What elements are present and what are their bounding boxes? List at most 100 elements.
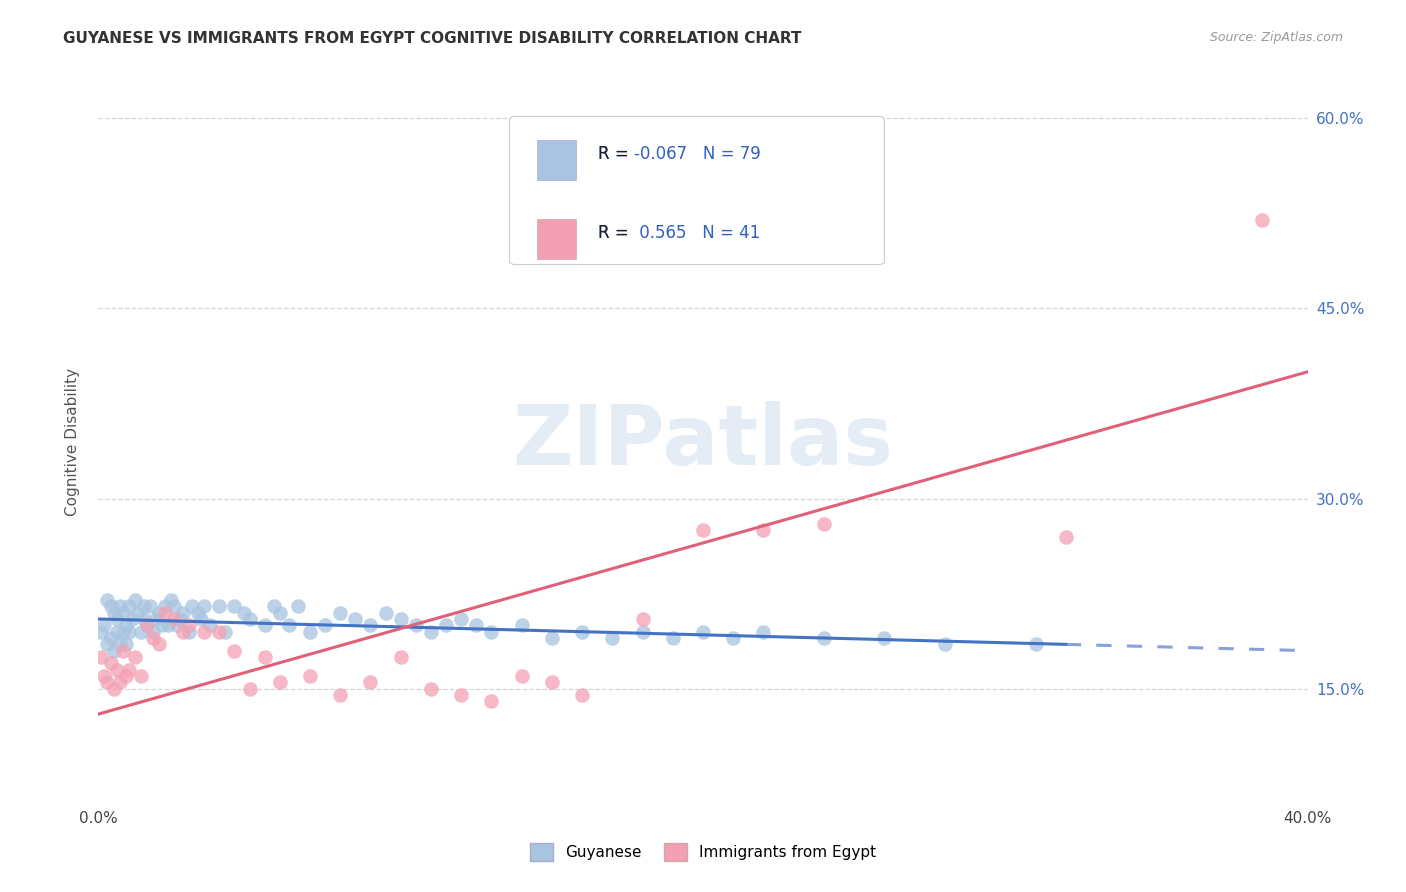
Point xyxy=(329,606,352,620)
Point xyxy=(269,606,291,620)
Point xyxy=(169,612,191,626)
Point xyxy=(156,618,179,632)
Point xyxy=(179,618,201,632)
Point xyxy=(602,631,624,645)
Point xyxy=(239,681,262,696)
Point xyxy=(1024,637,1046,651)
Point xyxy=(105,663,128,677)
Legend: Guyanese, Immigrants from Egypt: Guyanese, Immigrants from Egypt xyxy=(523,837,883,867)
Point xyxy=(166,618,188,632)
Text: R =: R = xyxy=(598,225,628,243)
Point xyxy=(139,599,162,614)
Point xyxy=(93,618,115,632)
Point xyxy=(179,624,201,639)
Point xyxy=(389,650,412,665)
Point xyxy=(329,688,352,702)
Text: ZIPatlas: ZIPatlas xyxy=(513,401,893,482)
Point xyxy=(105,612,128,626)
Point xyxy=(103,643,125,657)
Point xyxy=(142,624,165,639)
Point xyxy=(118,663,141,677)
FancyBboxPatch shape xyxy=(509,117,884,265)
Point xyxy=(90,624,112,639)
Point xyxy=(181,599,204,614)
Point xyxy=(239,612,262,626)
Point xyxy=(299,624,322,639)
Point xyxy=(232,606,254,620)
Point xyxy=(360,675,382,690)
Point xyxy=(631,612,654,626)
Point xyxy=(108,599,131,614)
Point xyxy=(1251,212,1274,227)
Point xyxy=(374,606,396,620)
Point xyxy=(153,599,176,614)
Point xyxy=(813,516,835,531)
Point xyxy=(111,624,134,639)
Point xyxy=(434,618,457,632)
Point xyxy=(96,593,118,607)
Point xyxy=(934,637,956,651)
Point xyxy=(111,606,134,620)
Point xyxy=(93,669,115,683)
Text: R =  0.565   N = 41: R = 0.565 N = 41 xyxy=(598,225,761,243)
Point xyxy=(132,599,155,614)
Point xyxy=(163,599,186,614)
Point xyxy=(127,606,149,620)
Point xyxy=(114,618,136,632)
Point xyxy=(692,523,714,537)
Point xyxy=(253,650,276,665)
Point xyxy=(105,624,128,639)
Point xyxy=(190,612,212,626)
Point xyxy=(124,650,146,665)
Point xyxy=(360,618,382,632)
Y-axis label: Cognitive Disability: Cognitive Disability xyxy=(65,368,80,516)
Point xyxy=(145,612,167,626)
Point xyxy=(118,624,141,639)
Point xyxy=(420,681,443,696)
Point xyxy=(103,681,125,696)
Point xyxy=(96,637,118,651)
Point xyxy=(873,631,896,645)
Text: Source: ZipAtlas.com: Source: ZipAtlas.com xyxy=(1209,31,1343,45)
Point xyxy=(224,599,246,614)
Point xyxy=(465,618,488,632)
Point xyxy=(214,624,236,639)
Point xyxy=(148,637,170,651)
Point xyxy=(129,624,152,639)
Point xyxy=(752,624,775,639)
Point xyxy=(200,618,222,632)
Point xyxy=(153,606,176,620)
Point xyxy=(263,599,285,614)
Point xyxy=(129,669,152,683)
Point xyxy=(481,694,503,708)
Point xyxy=(299,669,322,683)
Point xyxy=(108,675,131,690)
Point xyxy=(389,612,412,626)
Point xyxy=(90,650,112,665)
Point xyxy=(96,675,118,690)
Point xyxy=(135,618,157,632)
Point xyxy=(163,612,186,626)
Point xyxy=(114,637,136,651)
Point xyxy=(208,599,231,614)
Point xyxy=(287,599,309,614)
Point xyxy=(142,631,165,645)
Point xyxy=(160,593,183,607)
Point xyxy=(692,624,714,639)
Point xyxy=(277,618,299,632)
Point xyxy=(132,612,155,626)
Point xyxy=(114,669,136,683)
Point xyxy=(631,624,654,639)
Point xyxy=(571,688,593,702)
Point xyxy=(208,624,231,639)
Point xyxy=(253,618,276,632)
Point xyxy=(100,657,122,671)
Point xyxy=(193,599,215,614)
Point xyxy=(172,606,194,620)
Point xyxy=(118,599,141,614)
Point xyxy=(187,606,209,620)
Text: GUYANESE VS IMMIGRANTS FROM EGYPT COGNITIVE DISABILITY CORRELATION CHART: GUYANESE VS IMMIGRANTS FROM EGYPT COGNIT… xyxy=(63,31,801,46)
Point xyxy=(108,637,131,651)
Point xyxy=(723,631,745,645)
Point xyxy=(661,631,683,645)
